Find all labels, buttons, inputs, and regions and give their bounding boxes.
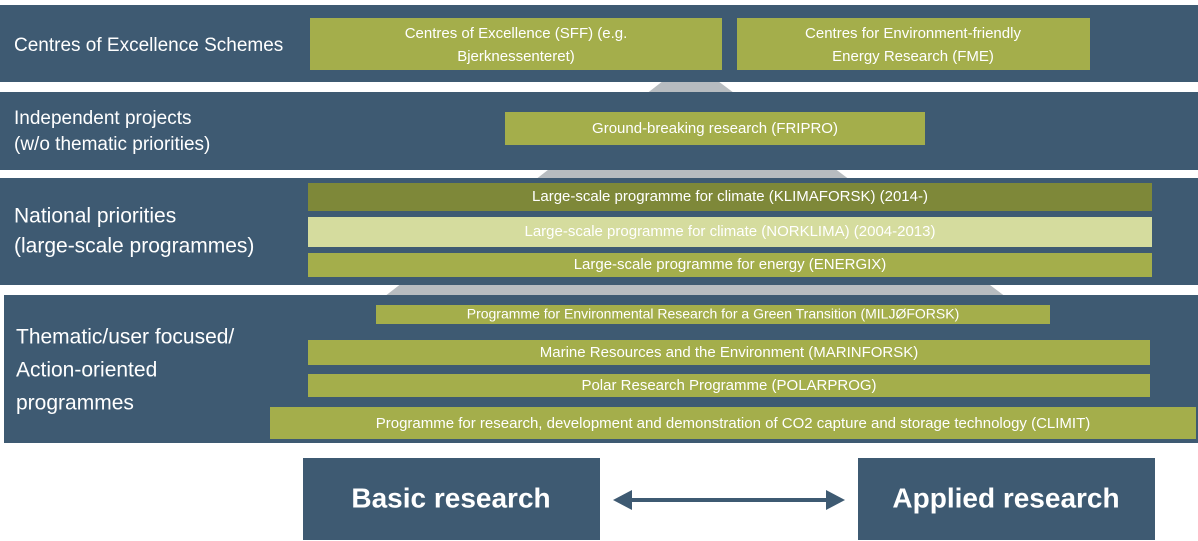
programme-box xyxy=(308,340,1150,365)
box-text: Large-scale programme for energy (ENERGI… xyxy=(574,256,887,273)
programme-box xyxy=(308,374,1150,397)
footer-label: Applied research xyxy=(892,482,1119,513)
row-label: (large-scale programmes) xyxy=(14,235,254,258)
box-text: Programme for Environmental Research for… xyxy=(467,306,960,322)
row-label: Action-oriented xyxy=(16,359,157,382)
applied-box xyxy=(858,458,1155,540)
box-text: Bjerknessenteret) xyxy=(457,48,575,65)
programme-box xyxy=(270,407,1196,439)
programme-box xyxy=(308,217,1152,247)
box-text: Large-scale programme for climate (KLIMA… xyxy=(532,188,928,205)
box-text: Centres of Excellence (SFF) (e.g. xyxy=(405,25,628,42)
footer-label: Basic research xyxy=(351,482,550,513)
double-arrow xyxy=(613,490,845,510)
programme-box xyxy=(737,18,1090,70)
row-label: Thematic/user focused/ xyxy=(16,326,234,349)
box-text: Programme for research, development and … xyxy=(376,415,1091,432)
row-label: programmes xyxy=(16,392,134,415)
row-label: National priorities xyxy=(14,205,176,228)
programme-box xyxy=(308,253,1152,277)
box-text: Large-scale programme for climate (NORKL… xyxy=(525,223,936,240)
box-text: Polar Research Programme (POLARPROG) xyxy=(581,377,876,394)
basic-box xyxy=(303,458,600,540)
programme-box xyxy=(310,18,722,70)
programme-box xyxy=(308,183,1152,211)
programme-box xyxy=(505,112,925,145)
box-text: Centres for Environment-friendly xyxy=(805,25,1021,42)
row-label: (w/o thematic priorities) xyxy=(14,134,210,155)
box-text: Energy Research (FME) xyxy=(832,48,994,65)
row-label: Independent projects xyxy=(14,108,191,129)
box-text: Ground-breaking research (FRIPRO) xyxy=(592,120,838,137)
programme-box xyxy=(376,305,1050,324)
row-label: Centres of Excellence Schemes xyxy=(14,35,283,56)
box-text: Marine Resources and the Environment (MA… xyxy=(540,344,918,361)
